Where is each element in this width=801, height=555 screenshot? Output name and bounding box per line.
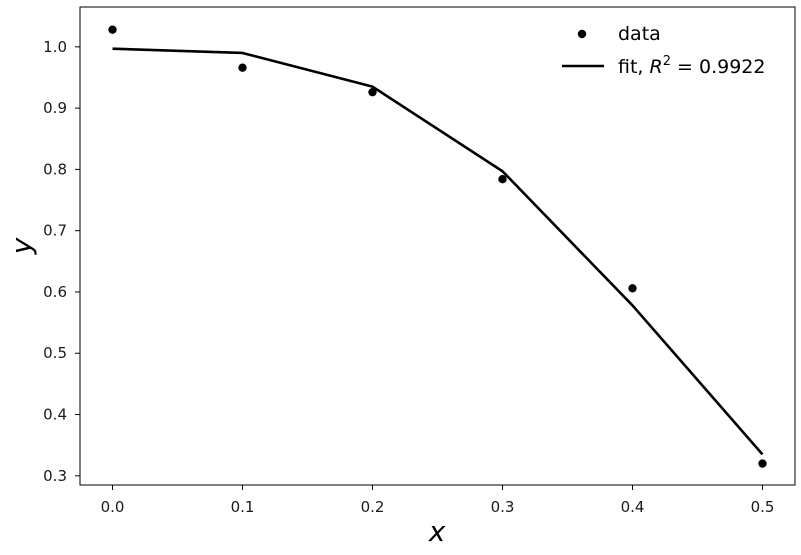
series-layer [108, 25, 767, 468]
data-point [368, 87, 377, 97]
plot-area-frame [79, 6, 796, 486]
y-tick-label: 0.4 [43, 406, 67, 424]
data-point [498, 175, 507, 184]
data-point [238, 63, 247, 72]
y-tick-label: 0.3 [43, 467, 67, 485]
legend-label-fit-suffix: = 0.9922 [671, 56, 765, 78]
x-tick-label: 0.0 [101, 498, 125, 516]
legend-marker-data [577, 29, 587, 39]
y-axis-title: y [5, 237, 38, 255]
data-point [628, 284, 637, 293]
y-tick-label: 0.7 [43, 222, 67, 240]
y-tick-label: 0.9 [43, 99, 67, 117]
legend: data fit, R2 = 0.9922 [562, 23, 765, 78]
legend-label-fit-r: R [650, 56, 663, 78]
x-tick-label: 0.5 [751, 498, 775, 516]
fit-line [112, 47, 764, 456]
y-tick-label: 0.5 [43, 344, 67, 362]
y-tick-label: 0.6 [43, 283, 67, 301]
y-tick-label: 0.8 [43, 160, 67, 178]
x-tick-label: 0.3 [491, 498, 515, 516]
legend-label-data: data [618, 23, 661, 45]
y-tick-label: 1.0 [43, 38, 67, 56]
data-point [108, 25, 117, 34]
x-axis-ticks: 0.0 0.1 0.2 0.3 0.4 0.5 [101, 485, 775, 516]
data-point [758, 459, 767, 468]
legend-label-fit-sup: 2 [663, 54, 671, 69]
x-tick-label: 0.4 [621, 498, 645, 516]
x-tick-label: 0.2 [361, 498, 385, 516]
x-axis-title: x [428, 515, 446, 548]
legend-label-fit-prefix: fit, [618, 56, 650, 78]
legend-label-fit: fit, R2 = 0.9922 [618, 54, 765, 78]
x-tick-label: 0.1 [231, 498, 255, 516]
y-axis-ticks: 0.3 0.4 0.5 0.6 0.7 0.8 0.9 1.0 [43, 38, 80, 485]
